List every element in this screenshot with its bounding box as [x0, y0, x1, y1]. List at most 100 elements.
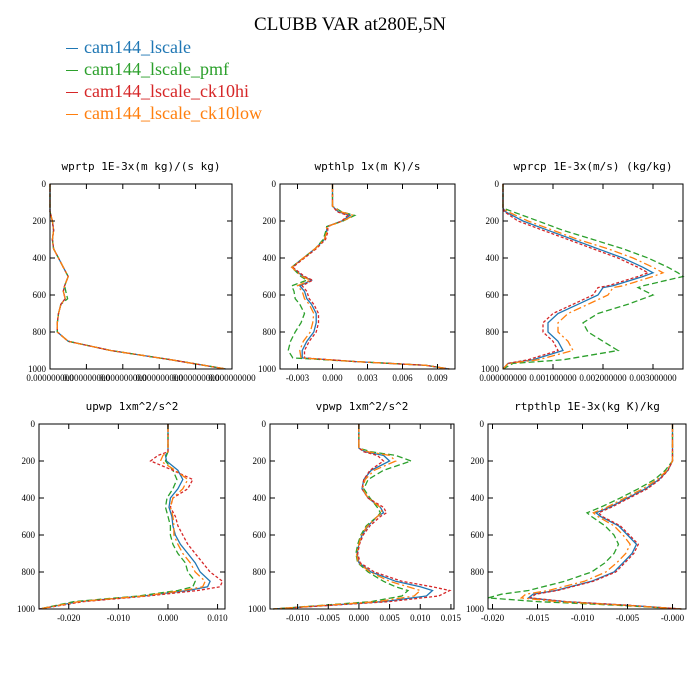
plot-title: vpwp 1xm^2/s^2	[316, 400, 409, 413]
plot-title: wpthlp 1x(m K)/s	[315, 160, 421, 173]
x-tick-label: -0.003	[286, 373, 310, 383]
series-line-3	[290, 184, 450, 370]
plot-panel-1: wpthlp 1x(m K)/s 0 200 400 600 800 1000 -0.003 0…	[258, 160, 456, 383]
y-tick-label: 800	[253, 567, 267, 577]
y-tick-label: 1000	[466, 604, 485, 614]
y-tick-label: 0	[262, 419, 267, 429]
series-line-2	[291, 184, 450, 370]
series-line-1	[273, 424, 414, 610]
x-tick-label: 0.015	[441, 613, 462, 623]
series-line-3	[519, 424, 682, 610]
y-tick-label: 1000	[248, 604, 267, 614]
x-tick-label: -0.020	[57, 613, 81, 623]
y-tick-label: 800	[22, 567, 36, 577]
y-tick-label: 0	[31, 419, 36, 429]
x-tick-label: 0.005	[379, 613, 400, 623]
series-line-1	[38, 424, 196, 610]
series-line-2	[38, 424, 224, 610]
x-tick-label: 0.000000000	[99, 373, 147, 383]
x-tick-label: 0.000000000	[479, 373, 527, 383]
legend-swatch	[66, 70, 78, 72]
x-tick-label: -0.015	[526, 613, 550, 623]
x-tick-label: 0.006	[392, 373, 413, 383]
x-tick-label: 0.000000000	[26, 373, 74, 383]
x-tick-label: -0.010	[107, 613, 131, 623]
plot-panel-5: rtpthlp 1E-3x(kg K)/kg02004006008001000-…	[466, 400, 687, 623]
y-tick-label: 0	[42, 179, 47, 189]
series-line-0	[526, 424, 682, 610]
plot-frame	[49, 183, 233, 370]
y-tick-label: 0	[495, 179, 500, 189]
y-tick-label: 400	[33, 253, 47, 263]
series-line-3	[49, 184, 227, 370]
x-tick-label: 0.000000000	[172, 373, 220, 383]
x-tick-label: -0.000	[661, 613, 685, 623]
x-tick-label: 0.000	[322, 373, 343, 383]
x-tick-label: 0.003000000	[629, 373, 677, 383]
x-tick-label: -0.005	[616, 613, 640, 623]
y-tick-label: 0	[272, 179, 277, 189]
series-line-0	[49, 184, 227, 370]
x-tick-label: -0.020	[481, 613, 505, 623]
x-tick-label: 0.000	[349, 613, 370, 623]
y-tick-label: 600	[22, 530, 36, 540]
y-tick-label: 600	[263, 290, 277, 300]
x-tick-label: 0.000000000	[208, 373, 256, 383]
y-tick-label: 400	[22, 493, 36, 503]
series-line-0	[273, 424, 434, 610]
legend-swatch	[66, 92, 78, 94]
y-tick-label: 800	[486, 327, 500, 337]
x-tick-label: -0.010	[286, 613, 310, 623]
series-line-1	[287, 184, 450, 370]
y-tick-label: 0	[480, 419, 485, 429]
y-tick-label: 400	[471, 493, 485, 503]
y-tick-label: 1000	[258, 364, 277, 374]
plot-frame	[502, 183, 684, 370]
y-tick-label: 200	[263, 216, 277, 226]
series-line-2	[502, 184, 650, 370]
plot-title: wprtp 1E-3x(m kg)/(s kg)	[62, 160, 221, 173]
x-tick-label: -0.010	[571, 613, 595, 623]
x-tick-label: 0.010	[410, 613, 431, 623]
legend-label: cam144_lscale	[84, 37, 191, 57]
y-tick-label: 200	[33, 216, 47, 226]
x-tick-label: 0.003	[357, 373, 378, 383]
plot-title: rtpthlp 1E-3x(kg K)/kg	[514, 400, 660, 413]
y-tick-label: 400	[253, 493, 267, 503]
series-line-3	[502, 184, 665, 370]
y-tick-label: 600	[33, 290, 47, 300]
plot-panel-4: vpwp 1xm^2/s^2 0 200 400 600 800 1000 -0.010 -0.…	[248, 400, 462, 623]
x-tick-label: 0.001000000	[529, 373, 577, 383]
y-tick-label: 800	[33, 327, 47, 337]
x-tick-label: 0.009	[427, 373, 448, 383]
y-tick-label: 600	[486, 290, 500, 300]
x-tick-label: 0.000	[158, 613, 179, 623]
legend-entry-cam144-lscale-ck10hi: cam144_lscale_ck10hi	[66, 81, 249, 101]
x-tick-label: 0.000000000	[136, 373, 184, 383]
y-tick-label: 1000	[481, 364, 500, 374]
series-line-0	[290, 184, 450, 370]
series-line-2	[49, 184, 227, 370]
y-tick-label: 200	[22, 456, 36, 466]
y-tick-label: 600	[471, 530, 485, 540]
plot-title: wprcp 1E-3x(m/s) (kg/kg)	[514, 160, 673, 173]
x-tick-label: 0.000000000	[63, 373, 111, 383]
series-line-2	[273, 424, 452, 610]
series-line-3	[273, 424, 422, 610]
series-line-1	[49, 184, 227, 370]
plot-panel-0: wprtp 1E-3x(m kg)/(s kg) 0 200 400 600 800 100…	[26, 160, 256, 383]
plot-frame	[269, 423, 455, 610]
y-tick-label: 800	[263, 327, 277, 337]
series-line-1	[487, 424, 682, 610]
plot-frame	[38, 423, 226, 610]
legend-entry-cam144-lscale-pmf: cam144_lscale_pmf	[66, 59, 229, 79]
y-tick-label: 200	[253, 456, 267, 466]
plot-panel-3: upwp 1xm^2/s^2 0 200 400 600 800 1000 -0.020 -0.…	[17, 400, 228, 623]
y-tick-label: 1000	[17, 604, 36, 614]
y-tick-label: 200	[486, 216, 500, 226]
page-title: CLUBB VAR at280E,5N	[254, 14, 446, 35]
legend-swatch	[66, 114, 78, 116]
legend-swatch	[66, 48, 78, 50]
plot-panel-2: wprcp 1E-3x(m/s) (kg/kg) 0 200 400 600 800 100…	[479, 160, 685, 383]
